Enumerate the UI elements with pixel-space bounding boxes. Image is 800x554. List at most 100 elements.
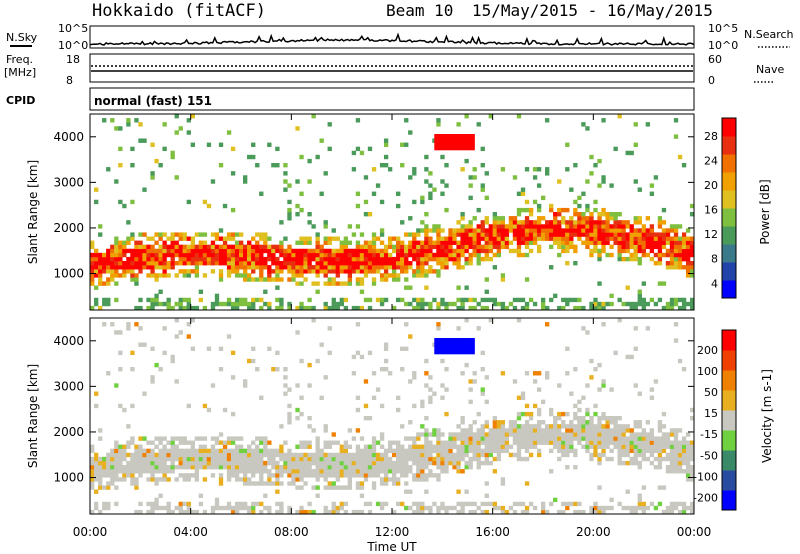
velocity-cell xyxy=(339,456,344,462)
power-cell xyxy=(436,236,441,241)
power-cell xyxy=(214,297,220,303)
power-cell xyxy=(118,199,123,205)
velocity-cell xyxy=(162,326,167,331)
power-cell xyxy=(585,244,590,250)
velocity-cell xyxy=(138,465,143,470)
power-cell xyxy=(653,252,659,258)
velocity-cell xyxy=(371,473,377,478)
velocity-cell xyxy=(234,444,240,449)
velocity-cell xyxy=(536,428,542,433)
velocity-cell xyxy=(492,448,497,454)
power-cell xyxy=(295,265,300,270)
power-cell xyxy=(339,281,344,286)
power-cell xyxy=(432,228,437,233)
power-cell xyxy=(653,261,659,266)
velocity-cell xyxy=(532,505,538,511)
velocity-cell xyxy=(178,452,183,458)
velocity-cell xyxy=(545,371,550,376)
velocity-cell xyxy=(170,465,175,470)
velocity-cell xyxy=(677,444,683,449)
velocity-cell xyxy=(569,432,574,437)
freq-tick-top: 18 xyxy=(66,53,80,66)
velocity-cell xyxy=(536,411,542,417)
power-cell xyxy=(408,244,413,250)
power-cell xyxy=(609,236,614,241)
power-cell xyxy=(307,256,312,262)
velocity-cell xyxy=(271,452,276,458)
velocity-cell xyxy=(299,456,304,462)
colorbar-swatch xyxy=(722,208,736,227)
velocity-cell xyxy=(685,477,691,482)
velocity-cell xyxy=(102,505,107,511)
velocity-cell xyxy=(669,428,675,433)
power-cell xyxy=(319,244,324,250)
time-tick-label: 12:00 xyxy=(375,525,410,539)
power-cell xyxy=(462,134,467,139)
velocity-cell xyxy=(110,448,115,454)
power-cell xyxy=(387,265,393,270)
power-cell xyxy=(162,248,167,254)
power-cell xyxy=(420,269,425,274)
velocity-cell xyxy=(404,469,409,474)
velocity-cell xyxy=(593,444,598,449)
velocity-cell xyxy=(351,456,357,462)
power-cell xyxy=(331,256,336,262)
colorbar-tick-label: 200 xyxy=(697,344,718,357)
power-cell xyxy=(154,232,159,237)
power-cell xyxy=(424,301,429,307)
velocity-cell xyxy=(130,473,135,478)
velocity-cell xyxy=(657,452,663,458)
date-range: 15/May/2015 - 16/May/2015 xyxy=(472,1,713,20)
velocity-cell xyxy=(565,505,570,511)
velocity-cell xyxy=(367,444,373,449)
velocity-cell xyxy=(210,436,216,441)
power-cell xyxy=(387,273,393,278)
power-cell xyxy=(122,203,127,209)
velocity-cell xyxy=(198,501,204,507)
velocity-cell xyxy=(468,444,473,449)
velocity-cell xyxy=(363,465,369,470)
velocity-cell xyxy=(214,456,220,462)
velocity-cell xyxy=(267,509,272,515)
power-cell xyxy=(480,228,485,233)
velocity-cell xyxy=(645,436,651,441)
power-cell xyxy=(597,232,602,237)
velocity-cell xyxy=(343,456,349,462)
velocity-cell xyxy=(218,346,224,351)
velocity-cell xyxy=(166,452,171,458)
power-cell xyxy=(118,163,123,168)
velocity-cell xyxy=(472,371,477,376)
velocity-cell xyxy=(416,473,421,478)
power-cell xyxy=(150,236,155,241)
velocity-cell xyxy=(150,448,155,454)
power-cell xyxy=(202,244,208,250)
power-cell xyxy=(512,297,518,303)
power-cell xyxy=(601,207,606,213)
velocity-cell xyxy=(625,452,630,458)
power-cell xyxy=(295,305,300,311)
velocity-cell xyxy=(247,465,252,470)
velocity-cell xyxy=(263,448,268,454)
velocity-cell xyxy=(456,326,461,331)
velocity-cell xyxy=(573,403,578,409)
power-cell xyxy=(649,228,655,233)
velocity-cell xyxy=(681,452,687,458)
power-cell xyxy=(625,248,630,254)
power-cell xyxy=(545,167,550,172)
power-cell xyxy=(545,224,550,229)
power-cell xyxy=(379,248,385,254)
power-cell xyxy=(565,301,570,307)
power-cell xyxy=(573,261,578,266)
velocity-cell xyxy=(412,452,417,458)
velocity-cell xyxy=(462,342,467,347)
velocity-cell xyxy=(629,456,634,462)
power-cell xyxy=(126,122,131,127)
velocity-cell xyxy=(480,387,485,392)
velocity-cell xyxy=(222,465,228,470)
velocity-cell xyxy=(657,428,663,433)
power-cell xyxy=(210,252,216,258)
power-cell xyxy=(593,248,598,254)
power-cell xyxy=(222,240,228,245)
power-cell xyxy=(500,305,506,311)
power-cell xyxy=(528,207,534,213)
